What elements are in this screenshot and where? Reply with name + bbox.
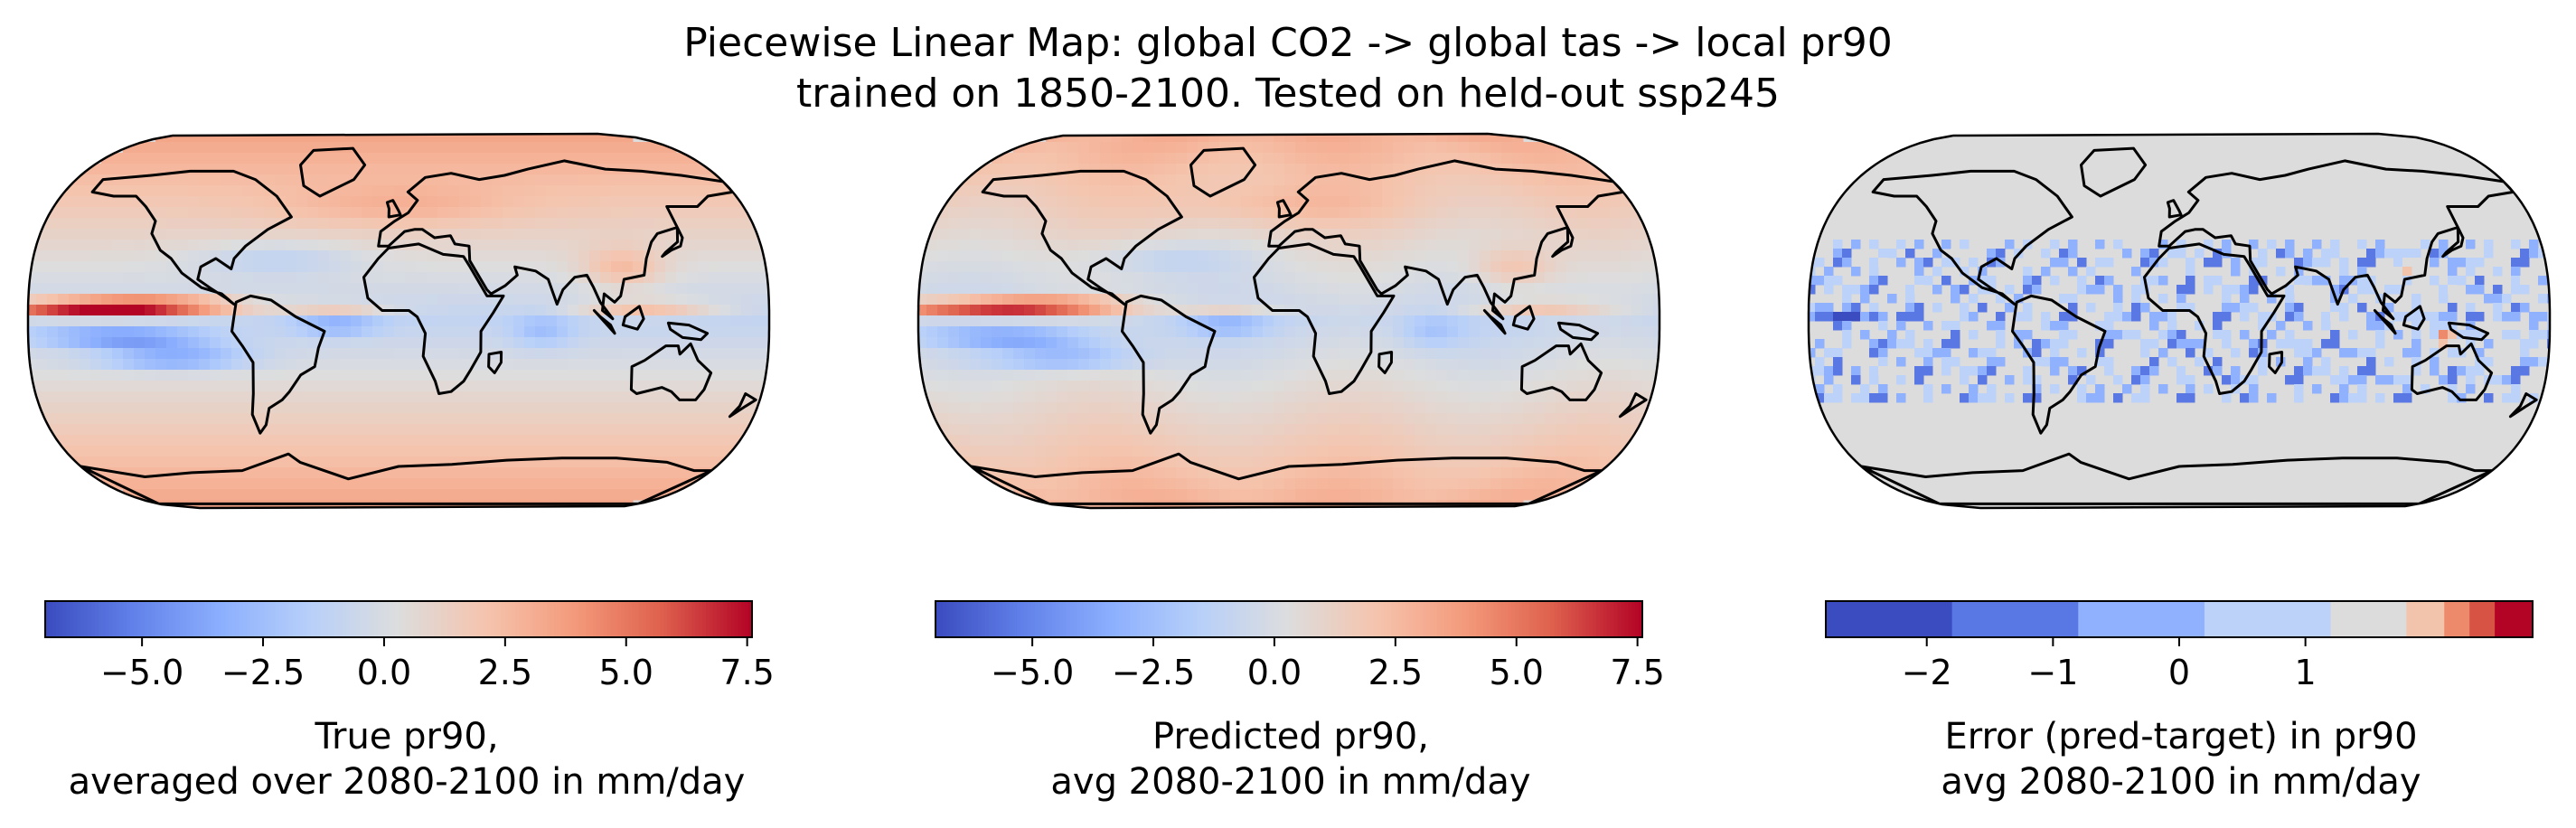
map-true-pr90 (26, 132, 771, 510)
colorbar-tick-label: 2.5 (478, 653, 532, 692)
colorbar-gradient (1826, 601, 2534, 637)
map-boundary (1807, 132, 2552, 510)
colorbar-tick-label: −5.0 (100, 653, 183, 692)
coastlines (1859, 146, 2538, 505)
colorbar-label-true-line2: averaged over 2080-2100 in mm/day (68, 761, 746, 803)
colorbar-label-error-line2: avg 2080-2100 in mm/day (1941, 761, 2421, 803)
colorbar-label-true-line1: True pr90, (315, 716, 499, 757)
colorbar-label-true: True pr90, averaged over 2080-2100 in mm… (0, 714, 813, 804)
colorbar-label-predicted-line1: Predicted pr90, (1152, 716, 1429, 757)
colorbar-tick-label: −2.5 (221, 653, 305, 692)
map-boundary (917, 132, 1661, 510)
colorbar-tick-label: 1 (2295, 653, 2317, 692)
colorbar-tick-label: −2.5 (1112, 653, 1195, 692)
colorbar-label-predicted: Predicted pr90, avg 2080-2100 in mm/day (884, 714, 1697, 804)
colorbar-frame (935, 600, 1643, 638)
colorbar-tick-label: 0.0 (1247, 653, 1302, 692)
colorbar-tick-label: 2.5 (1368, 653, 1423, 692)
coastlines (79, 146, 757, 505)
colorbar-true-pr90: −5.0 −2.5 0.0 2.5 5.0 7.5 (44, 600, 775, 692)
colorbar-label-predicted-line2: avg 2080-2100 in mm/day (1050, 761, 1531, 803)
heatmap-field (28, 134, 769, 508)
colorbar-frame (44, 600, 753, 638)
colorbar-tick-label: 7.5 (1610, 653, 1664, 692)
map-boundary (26, 132, 771, 510)
map-predicted-pr90 (917, 132, 1661, 510)
chart-title-line-2: trained on 1850-2100. Tested on held-out… (795, 71, 1781, 117)
colorbar-label-error-line1: Error (pred-target) in pr90 (1944, 716, 2418, 757)
coastlines (969, 146, 1648, 505)
colorbar-tick-label: 7.5 (719, 653, 774, 692)
colorbar-tick-label: 5.0 (1490, 653, 1544, 692)
map-error-pr90 (1807, 132, 2552, 510)
colorbar-tick-label: 5.0 (599, 653, 653, 692)
heatmap-field (918, 134, 1659, 508)
colorbar-tick-label: −2 (1902, 653, 1952, 692)
colorbar-error-pr90: −2 −1 0 1 (1825, 600, 2534, 692)
colorbar-gradient (935, 601, 1643, 637)
colorbar-label-error: Error (pred-target) in pr90 avg 2080-210… (1774, 714, 2576, 804)
colorbar-tick-label: −1 (2027, 653, 2078, 692)
colorbar-tick-label: 0 (2168, 653, 2190, 692)
colorbar-predicted-pr90: −5.0 −2.5 0.0 2.5 5.0 7.5 (935, 600, 1665, 692)
colorbar-tick-label: −5.0 (991, 653, 1074, 692)
heatmap-field (1809, 134, 2550, 508)
colorbar-gradient (45, 601, 753, 637)
chart-title-line-1: Piecewise Linear Map: global CO2 -> glob… (683, 20, 1893, 66)
colorbar-tick-label: 0.0 (357, 653, 411, 692)
